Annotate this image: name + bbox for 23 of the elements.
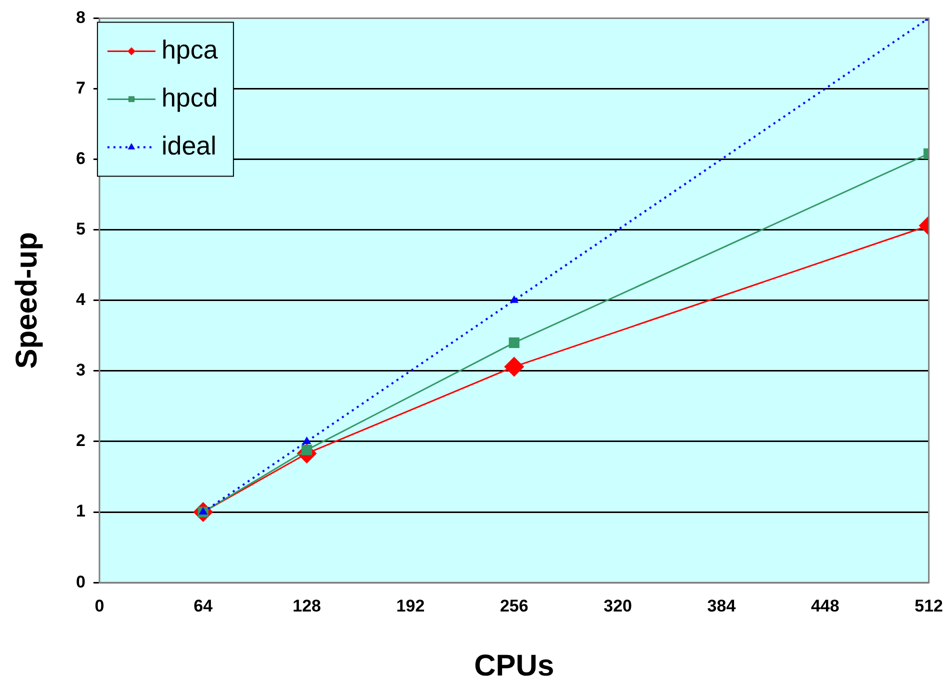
- y-tick-label: 2: [76, 431, 86, 450]
- y-tick-label: 7: [76, 78, 86, 98]
- legend-label: hpcd: [161, 82, 218, 112]
- x-tick-label: 512: [914, 596, 944, 616]
- x-axis-title: CPUs: [474, 649, 554, 682]
- y-axis-title: Speed-up: [10, 232, 44, 369]
- x-tick-label: 320: [604, 596, 632, 616]
- x-tick-label: 256: [500, 596, 528, 616]
- x-tick-label: 192: [396, 596, 425, 616]
- x-tick-label: 0: [94, 596, 104, 616]
- y-tick-label: 8: [76, 8, 86, 27]
- y-tick-label: 3: [76, 360, 86, 380]
- legend-label: ideal: [161, 130, 216, 160]
- x-tick-label: 128: [292, 596, 321, 616]
- y-tick-label: 5: [76, 220, 86, 239]
- x-tick-label: 64: [194, 596, 214, 616]
- y-tick-label: 0: [76, 572, 86, 592]
- y-tick-label: 4: [76, 290, 86, 310]
- x-tick-label: 448: [810, 596, 840, 616]
- y-tick-label: 1: [76, 502, 86, 521]
- x-tick-label: 384: [707, 596, 736, 616]
- y-tick-label: 6: [76, 148, 86, 168]
- legend-label: hpca: [161, 34, 218, 64]
